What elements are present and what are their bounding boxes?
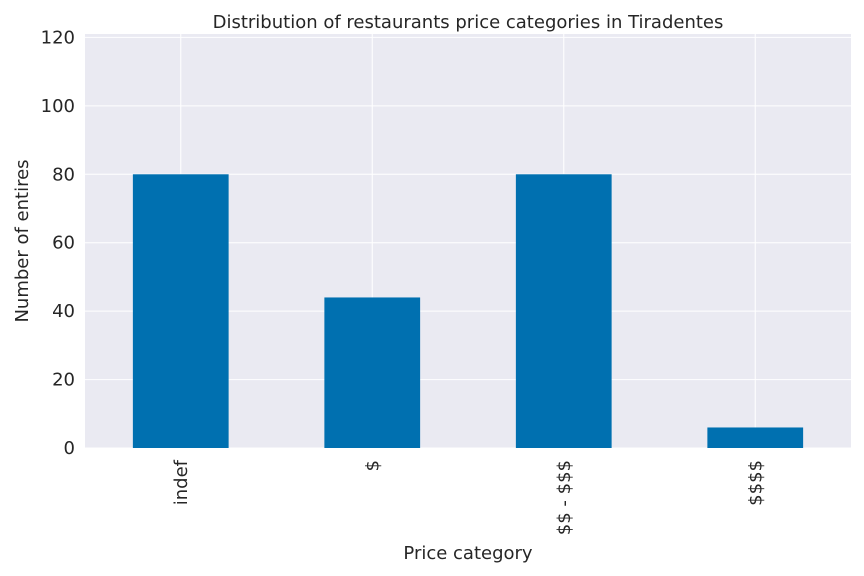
bar	[132, 174, 229, 448]
bars	[132, 174, 804, 448]
bar	[707, 427, 804, 448]
x-axis-title: Price category	[403, 543, 533, 564]
bar	[324, 297, 421, 448]
y-tick-label: 40	[52, 301, 75, 322]
y-tick-labels: 0 20 40 60 80 100 120	[41, 27, 75, 459]
y-tick-label: 20	[52, 370, 75, 391]
bar	[515, 174, 612, 448]
x-tick-label: indef	[171, 459, 192, 505]
y-tick-label: 120	[41, 27, 75, 48]
y-axis-title: Number of entires	[12, 159, 33, 322]
y-tick-label: 60	[52, 233, 75, 254]
x-tick-label: $$$$	[745, 460, 766, 506]
x-tick-label: $	[362, 460, 383, 471]
y-tick-label: 80	[52, 164, 75, 185]
chart-title: Distribution of restaurants price catego…	[213, 12, 724, 33]
y-tick-label: 0	[64, 438, 75, 459]
y-tick-label: 100	[41, 96, 75, 117]
x-tick-label: $$ - $$$	[554, 460, 575, 535]
x-tick-labels: indef $ $$ - $$$ $$$$	[171, 459, 767, 535]
